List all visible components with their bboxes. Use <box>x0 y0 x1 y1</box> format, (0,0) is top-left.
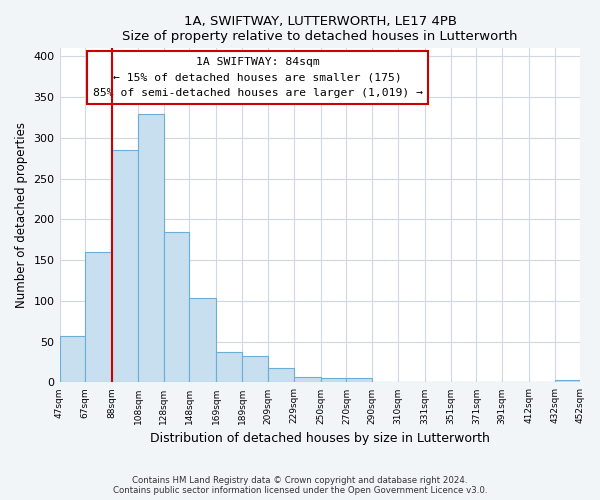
Bar <box>112 150 138 382</box>
Bar <box>138 114 164 382</box>
Bar <box>217 352 242 382</box>
Bar <box>268 368 293 382</box>
Bar <box>190 298 217 382</box>
Bar <box>242 356 268 382</box>
Y-axis label: Number of detached properties: Number of detached properties <box>15 122 28 308</box>
Bar <box>293 376 320 382</box>
Text: 1A SWIFTWAY: 84sqm
← 15% of detached houses are smaller (175)
85% of semi-detach: 1A SWIFTWAY: 84sqm ← 15% of detached hou… <box>92 56 422 98</box>
Bar <box>164 232 190 382</box>
Bar <box>346 378 372 382</box>
Bar <box>555 380 581 382</box>
Title: 1A, SWIFTWAY, LUTTERWORTH, LE17 4PB
Size of property relative to detached houses: 1A, SWIFTWAY, LUTTERWORTH, LE17 4PB Size… <box>122 15 518 43</box>
X-axis label: Distribution of detached houses by size in Lutterworth: Distribution of detached houses by size … <box>150 432 490 445</box>
Bar <box>85 252 112 382</box>
Text: Contains HM Land Registry data © Crown copyright and database right 2024.
Contai: Contains HM Land Registry data © Crown c… <box>113 476 487 495</box>
Bar <box>59 336 85 382</box>
Bar <box>320 378 346 382</box>
